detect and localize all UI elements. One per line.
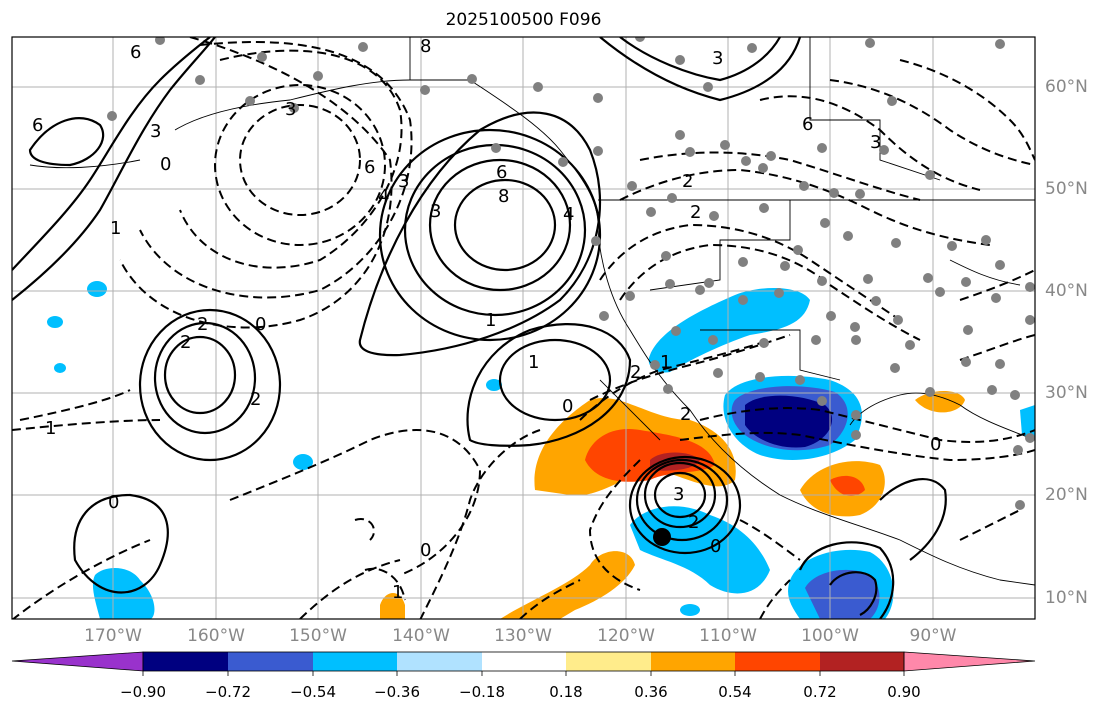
contour-label: 2 — [690, 202, 701, 223]
contour-label: 3 — [673, 484, 684, 505]
contour-label: 4 — [378, 186, 389, 207]
colorbar-tick-label: 0.90 — [887, 683, 921, 701]
negative-anomaly-south — [630, 506, 770, 594]
colorbar-tick-label: −0.72 — [205, 683, 251, 701]
contour-label: 2 — [688, 512, 699, 533]
contour-label: 8 — [498, 186, 509, 207]
contour-label: 2 — [197, 314, 208, 335]
contour-label: 4 — [563, 204, 574, 225]
map-frame — [11, 36, 1036, 620]
colorbar-segment — [482, 652, 566, 671]
lat-label: 60°N — [1045, 77, 1088, 97]
contour-label: 1 — [110, 218, 121, 239]
lon-label: 150°W — [289, 626, 347, 646]
contour-label: 3 — [150, 121, 161, 142]
colorbar-min-extend — [11, 651, 144, 672]
colorbar-segment — [735, 652, 820, 671]
contour-label: 6 — [130, 42, 141, 63]
colorbar-segment — [566, 652, 651, 671]
contour-label: 0 — [255, 314, 266, 335]
contour-label: 3 — [285, 99, 296, 120]
contour-label: 1 — [528, 352, 539, 373]
contour-label: 6 — [364, 157, 375, 178]
positive-anomaly-south — [500, 551, 635, 619]
lon-label: 90°W — [909, 626, 957, 646]
colorbar-segment — [651, 652, 735, 671]
lat-label: 40°N — [1045, 281, 1088, 301]
colorbar-tick-label: 0.36 — [634, 683, 668, 701]
negative-anomaly-core — [745, 395, 833, 448]
contour-label: 0 — [562, 396, 573, 417]
colorbar-tick-label: −0.18 — [459, 683, 505, 701]
colorbar-segment — [313, 652, 397, 671]
lon-label: 160°W — [187, 626, 245, 646]
lon-label: 110°W — [699, 626, 757, 646]
colorbar-segment — [228, 652, 313, 671]
colorbar — [11, 651, 1036, 676]
coastlines — [29, 37, 1035, 586]
contour-label: 3 — [398, 171, 409, 192]
colorbar-tick-label: 0.54 — [718, 683, 752, 701]
contour-label: 1 — [485, 310, 496, 331]
colorbar-tick-label: 0.72 — [803, 683, 837, 701]
contour-label: 3 — [430, 201, 441, 222]
contour-label: 0 — [420, 540, 431, 561]
colorbar-tick-label: 0.18 — [549, 683, 583, 701]
lon-label: 100°W — [801, 626, 859, 646]
contour-label: 2 — [680, 404, 691, 425]
contour-label: 1 — [392, 582, 403, 603]
contour-label: 6 — [32, 115, 43, 136]
contour-label: 3 — [870, 132, 881, 153]
contour-label: 1 — [45, 418, 56, 439]
contour-label: 2 — [250, 389, 261, 410]
contour-label: 2 — [180, 332, 191, 353]
lat-label: 50°N — [1045, 179, 1088, 199]
lon-label: 170°W — [84, 626, 142, 646]
lat-label: 20°N — [1045, 485, 1088, 505]
contour-label: 0 — [930, 434, 941, 455]
contour-label: 1 — [660, 352, 671, 373]
contour-labels: 6 6 3 0 1 6 3 4 6 8 4 3 3 2 2 0 2 1 1 2 … — [32, 36, 941, 603]
contour-label: 6 — [802, 114, 813, 135]
colorbar-segment — [397, 652, 482, 671]
colorbar-max-extend — [903, 651, 1036, 672]
colorbar-tick-label: −0.54 — [290, 683, 336, 701]
colorbar-tick-label: −0.36 — [374, 683, 420, 701]
lon-label: 140°W — [392, 626, 450, 646]
contour-label: 8 — [420, 36, 431, 57]
contour-label: 0 — [108, 492, 119, 513]
storm-center-marker — [653, 528, 671, 546]
contour-label: 0 — [160, 154, 171, 175]
lat-label: 10°N — [1045, 588, 1088, 608]
contour-label: 2 — [630, 362, 641, 383]
shaded-anomaly-fields — [47, 281, 1035, 619]
lat-label: 30°N — [1045, 383, 1088, 403]
contour-label: 6 — [496, 162, 507, 183]
lon-label: 120°W — [597, 626, 655, 646]
contour-label: 3 — [712, 48, 723, 69]
contour-label: 2 — [682, 171, 693, 192]
colorbar-segment — [143, 652, 228, 671]
colorbar-segment — [820, 652, 904, 671]
station-markers — [107, 37, 1035, 510]
map-title: 2025100500 F096 — [445, 10, 602, 30]
contour-label: 0 — [710, 536, 721, 557]
colorbar-tick-label: −0.90 — [120, 683, 166, 701]
lon-label: 130°W — [494, 626, 552, 646]
